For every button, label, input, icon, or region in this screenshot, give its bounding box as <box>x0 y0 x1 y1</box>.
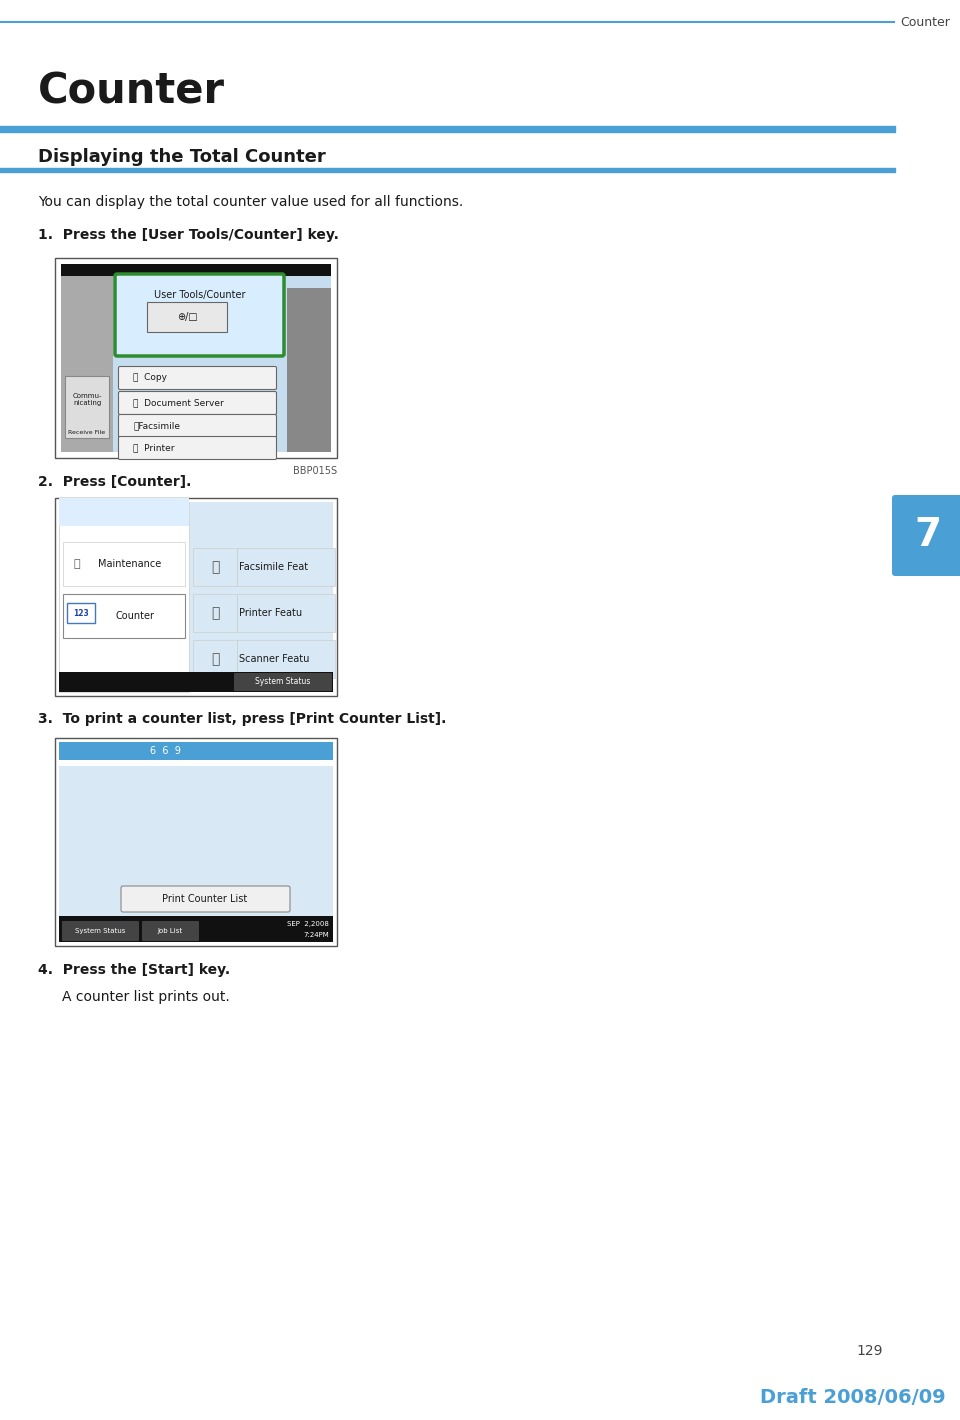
FancyBboxPatch shape <box>115 274 284 356</box>
Text: ⎙  Document Server: ⎙ Document Server <box>133 399 224 408</box>
Bar <box>59 916 333 941</box>
Bar <box>59 498 189 525</box>
Bar <box>59 503 333 692</box>
Bar <box>59 743 333 760</box>
Text: BBP015S: BBP015S <box>293 466 337 476</box>
Bar <box>61 264 331 275</box>
Bar <box>147 302 227 332</box>
Text: You can display the total counter value used for all functions.: You can display the total counter value … <box>38 195 464 209</box>
Bar <box>55 738 337 946</box>
FancyBboxPatch shape <box>118 392 276 415</box>
Text: ⎙Facsimile: ⎙Facsimile <box>133 422 180 430</box>
Text: Counter: Counter <box>900 16 949 28</box>
Text: Printer Featu: Printer Featu <box>239 608 302 618</box>
Text: 🖹: 🖹 <box>211 652 219 666</box>
Text: 7: 7 <box>914 517 941 554</box>
Text: Maintenance: Maintenance <box>98 559 161 569</box>
FancyBboxPatch shape <box>62 922 139 941</box>
Text: System Status: System Status <box>75 929 125 934</box>
Text: ⎙  Copy: ⎙ Copy <box>133 373 167 382</box>
Bar <box>55 498 337 696</box>
Text: Print Counter List: Print Counter List <box>162 895 248 905</box>
Text: User Tools/Counter: User Tools/Counter <box>154 290 245 300</box>
Text: Job List: Job List <box>157 929 182 934</box>
Bar <box>61 264 331 452</box>
Text: Commu-
nicating: Commu- nicating <box>72 393 102 406</box>
Text: Draft 2008/06/09: Draft 2008/06/09 <box>760 1387 946 1407</box>
Bar <box>193 640 237 677</box>
Text: ⎙  Printer: ⎙ Printer <box>133 443 175 453</box>
Bar <box>59 765 333 941</box>
Bar <box>237 548 335 586</box>
Text: 6  6  9: 6 6 9 <box>150 746 180 755</box>
Text: 4.  Press the [Start] key.: 4. Press the [Start] key. <box>38 963 230 977</box>
Text: Scanner Featu: Scanner Featu <box>239 655 309 665</box>
Text: 3.  To print a counter list, press [Print Counter List].: 3. To print a counter list, press [Print… <box>38 711 446 726</box>
Text: Receive File: Receive File <box>68 430 106 435</box>
Bar <box>63 594 185 638</box>
Bar <box>59 672 333 692</box>
Text: Displaying the Total Counter: Displaying the Total Counter <box>38 148 325 166</box>
Text: Facsimile Feat: Facsimile Feat <box>239 562 308 572</box>
Text: 7:24PM: 7:24PM <box>303 932 329 939</box>
Text: 129: 129 <box>856 1343 883 1358</box>
Text: 1.  Press the [User Tools/Counter] key.: 1. Press the [User Tools/Counter] key. <box>38 229 339 241</box>
Text: Counter: Counter <box>115 611 155 621</box>
Text: 🔧: 🔧 <box>74 559 81 569</box>
Text: SEP  2,2008: SEP 2,2008 <box>287 922 329 927</box>
FancyBboxPatch shape <box>121 886 290 912</box>
Bar <box>59 503 189 692</box>
Bar <box>63 542 185 586</box>
Bar <box>67 604 95 623</box>
Bar <box>237 640 335 677</box>
Text: Counter: Counter <box>38 70 225 112</box>
FancyBboxPatch shape <box>118 436 276 460</box>
FancyBboxPatch shape <box>142 922 199 941</box>
FancyBboxPatch shape <box>118 366 276 389</box>
Bar <box>65 376 109 437</box>
Bar <box>61 275 113 452</box>
Bar <box>55 258 337 459</box>
Bar <box>287 288 331 452</box>
Text: ⊕/□: ⊕/□ <box>177 312 198 322</box>
Text: A counter list prints out.: A counter list prints out. <box>62 990 229 1004</box>
Text: System Status: System Status <box>255 677 311 686</box>
Text: 🖨: 🖨 <box>211 606 219 621</box>
Bar <box>193 594 237 632</box>
Text: 123: 123 <box>73 609 89 618</box>
Bar <box>193 548 237 586</box>
FancyBboxPatch shape <box>234 673 332 692</box>
FancyBboxPatch shape <box>892 496 960 577</box>
FancyBboxPatch shape <box>118 415 276 437</box>
Text: 🖷: 🖷 <box>211 559 219 574</box>
Text: 2.  Press [Counter].: 2. Press [Counter]. <box>38 476 191 488</box>
Bar <box>237 594 335 632</box>
